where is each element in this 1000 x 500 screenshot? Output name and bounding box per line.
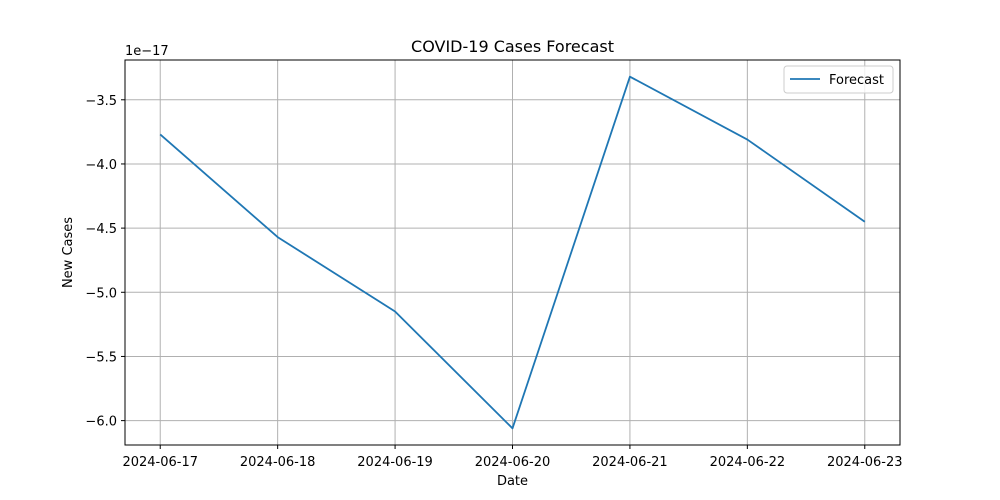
y-tick-label: −4.5 (85, 222, 117, 237)
chart-title: COVID-19 Cases Forecast (411, 37, 614, 56)
y-tick-label: −5.5 (85, 350, 117, 365)
x-tick-label: 2024-06-21 (592, 455, 668, 470)
y-axis-offset-label: 1e−17 (125, 44, 169, 59)
x-tick-label: 2024-06-18 (240, 455, 316, 470)
x-tick-label: 2024-06-23 (827, 455, 903, 470)
legend-box (783, 65, 894, 94)
legend-label: Forecast (829, 73, 884, 88)
grid (125, 60, 900, 445)
x-tick-label: 2024-06-20 (475, 455, 551, 470)
series-layer (159, 75, 866, 430)
y-tick-label: −3.5 (85, 94, 117, 109)
x-axis-label: Date (497, 474, 528, 489)
y-axis-label: New Cases (61, 217, 76, 288)
y-tick-label: −5.0 (85, 286, 117, 301)
x-tick-label: 2024-06-17 (122, 455, 198, 470)
y-tick-label: −6.0 (85, 415, 117, 430)
x-tick-label: 2024-06-22 (710, 455, 786, 470)
y-axis: −3.5 −4.0 −4.5 −5.0 −5.5 −6.0 (85, 94, 125, 430)
x-axis: 2024-06-17 2024-06-18 2024-06-19 2024-06-20… (122, 445, 903, 470)
y-tick-label: −4.0 (85, 158, 117, 173)
x-tick-label: 2024-06-19 (357, 455, 433, 470)
legend: Forecast (783, 65, 894, 94)
